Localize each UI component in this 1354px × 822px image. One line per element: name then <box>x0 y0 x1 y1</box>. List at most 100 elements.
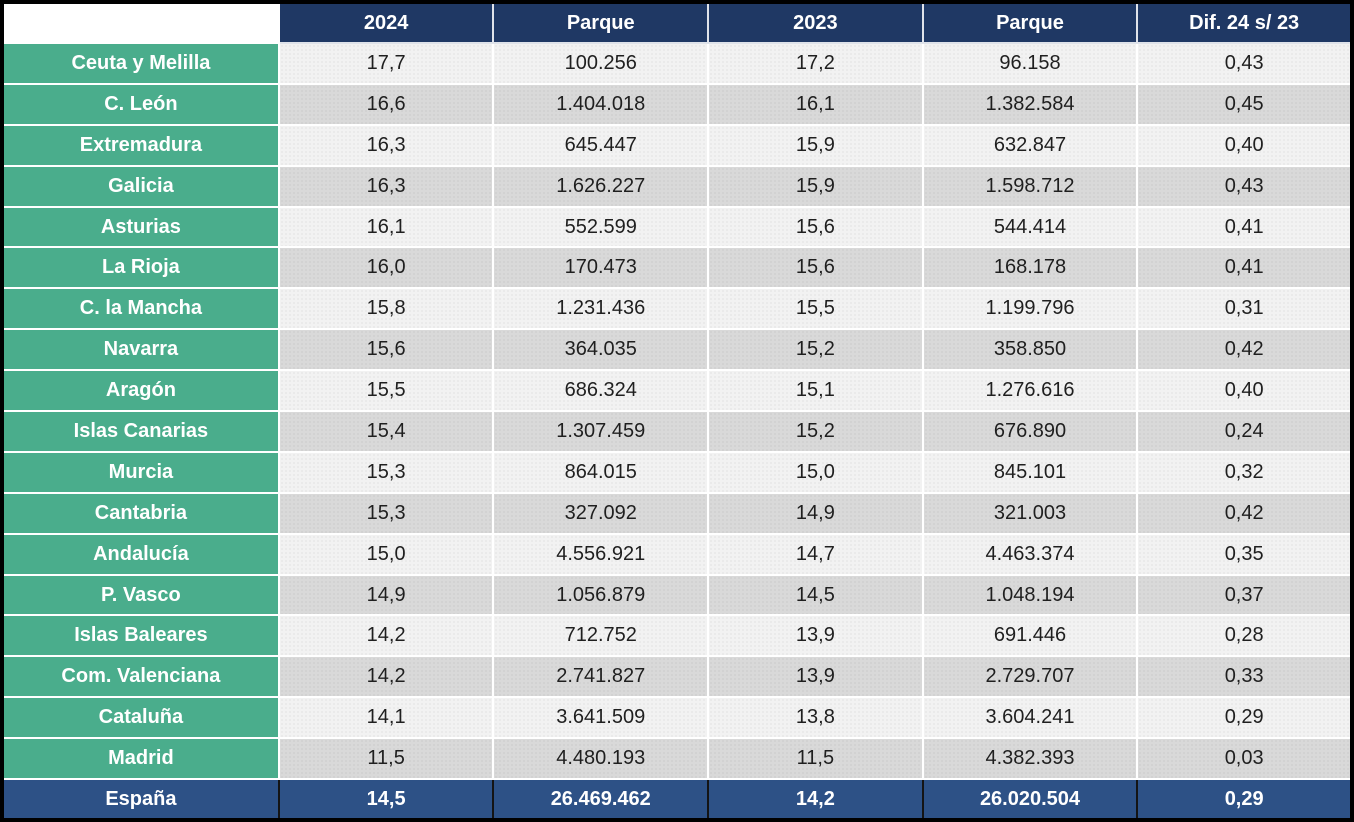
dif-cell: 0,40 <box>1136 123 1353 167</box>
parque-2024-cell: 4.480.193 <box>492 737 710 781</box>
rate-2023-cell: 14,9 <box>707 491 924 535</box>
region-cell: Islas Canarias <box>1 410 280 453</box>
parque-2023-cell: 632.847 <box>921 123 1139 167</box>
rate-2024-cell: 14,1 <box>277 696 495 740</box>
rate-2023-cell: 15,9 <box>707 123 924 167</box>
rate-2023-cell: 14,7 <box>707 532 924 576</box>
rate-2024-cell: 15,8 <box>277 287 495 331</box>
rate-2023-cell: 15,2 <box>707 328 924 372</box>
table-row: Islas Canarias 15,4 1.307.459 15,2 676.890 0,… <box>1 410 1353 453</box>
table-row: Extremadura 16,3 645.447 15,9 632.847 0,40 <box>1 123 1353 167</box>
corner-cell <box>1 1 280 44</box>
parque-2024-cell: 552.599 <box>492 205 710 249</box>
region-cell: Cantabria <box>1 491 280 535</box>
parque-2024-cell: 1.231.436 <box>492 287 710 331</box>
region-cell: Asturias <box>1 205 280 249</box>
rate-2023-cell: 11,5 <box>707 737 924 781</box>
rate-2024-cell: 15,6 <box>277 328 495 372</box>
rate-2023-cell: 15,6 <box>707 205 924 249</box>
rate-2024-cell: 15,3 <box>277 491 495 535</box>
parque-2024-cell: 4.556.921 <box>492 532 710 576</box>
rate-2024-cell: 16,0 <box>277 246 495 290</box>
parque-2024-cell: 1.404.018 <box>492 82 710 126</box>
dif-cell: 0,29 <box>1136 696 1353 740</box>
dif-cell: 0,45 <box>1136 82 1353 126</box>
table-row: Navarra 15,6 364.035 15,2 358.850 0,42 <box>1 328 1353 372</box>
rate-2023-cell: 16,1 <box>707 82 924 126</box>
dif-cell: 0,43 <box>1136 42 1353 85</box>
rate-2024-cell: 16,3 <box>277 164 495 208</box>
rate-2023-cell: 15,5 <box>707 287 924 331</box>
table-row: Cantabria 15,3 327.092 14,9 321.003 0,42 <box>1 491 1353 535</box>
rate-2023-cell: 13,9 <box>707 614 924 658</box>
parque-2024-cell: 1.626.227 <box>492 164 710 208</box>
rate-2023-cell: 15,2 <box>707 410 924 453</box>
rate-2023-cell: 15,6 <box>707 246 924 290</box>
total-dif-cell: 0,29 <box>1136 778 1353 822</box>
parque-2024-cell: 686.324 <box>492 369 710 413</box>
rate-2024-cell: 14,9 <box>277 573 495 617</box>
parque-2024-cell: 2.741.827 <box>492 655 710 699</box>
total-rate-2023-cell: 14,2 <box>707 778 924 822</box>
region-cell: P. Vasco <box>1 573 280 617</box>
parque-2023-cell: 321.003 <box>921 491 1139 535</box>
rate-2024-cell: 15,5 <box>277 369 495 413</box>
rate-2024-cell: 15,4 <box>277 410 495 453</box>
region-cell: Islas Baleares <box>1 614 280 658</box>
table-row: C. la Mancha 15,8 1.231.436 15,5 1.199.796 0,… <box>1 287 1353 331</box>
dif-cell: 0,41 <box>1136 205 1353 249</box>
parque-2023-cell: 1.048.194 <box>921 573 1139 617</box>
table-row: Andalucía 15,0 4.556.921 14,7 4.463.374 0,35 <box>1 532 1353 576</box>
dif-cell: 0,40 <box>1136 369 1353 413</box>
parque-2024-cell: 864.015 <box>492 450 710 494</box>
col-header-parque-2024: Parque <box>492 1 710 44</box>
rate-2023-cell: 17,2 <box>707 42 924 85</box>
table-row: Aragón 15,5 686.324 15,1 1.276.616 0,40 <box>1 369 1353 413</box>
region-cell: Com. Valenciana <box>1 655 280 699</box>
dif-cell: 0,24 <box>1136 410 1353 453</box>
parque-2023-cell: 691.446 <box>921 614 1139 658</box>
rate-2024-cell: 16,1 <box>277 205 495 249</box>
parque-2023-cell: 358.850 <box>921 328 1139 372</box>
dif-cell: 0,43 <box>1136 164 1353 208</box>
region-cell: Navarra <box>1 328 280 372</box>
table-body: Ceuta y Melilla 17,7 100.256 17,2 96.158 0,43… <box>1 42 1353 781</box>
parque-2024-cell: 364.035 <box>492 328 710 372</box>
region-cell: Madrid <box>1 737 280 781</box>
parque-2023-cell: 1.199.796 <box>921 287 1139 331</box>
parque-2024-cell: 170.473 <box>492 246 710 290</box>
rate-2023-cell: 15,1 <box>707 369 924 413</box>
header-row: 2024 Parque 2023 Parque Dif. 24 s/ 23 <box>1 1 1353 44</box>
dif-cell: 0,33 <box>1136 655 1353 699</box>
parque-2023-cell: 1.598.712 <box>921 164 1139 208</box>
table-row: Cataluña 14,1 3.641.509 13,8 3.604.241 0,29 <box>1 696 1353 740</box>
region-cell: Murcia <box>1 450 280 494</box>
table-row: Asturias 16,1 552.599 15,6 544.414 0,41 <box>1 205 1353 249</box>
region-cell: C. León <box>1 82 280 126</box>
dif-cell: 0,03 <box>1136 737 1353 781</box>
parque-2023-cell: 4.463.374 <box>921 532 1139 576</box>
rate-2023-cell: 13,9 <box>707 655 924 699</box>
total-row: España 14,5 26.469.462 14,2 26.020.504 0… <box>1 778 1353 822</box>
rate-2024-cell: 11,5 <box>277 737 495 781</box>
total-rate-2024-cell: 14,5 <box>277 778 495 822</box>
col-header-2024: 2024 <box>277 1 495 44</box>
table-row: P. Vasco 14,9 1.056.879 14,5 1.048.194 0,37 <box>1 573 1353 617</box>
rate-2023-cell: 13,8 <box>707 696 924 740</box>
rate-2023-cell: 15,9 <box>707 164 924 208</box>
parque-2023-cell: 4.382.393 <box>921 737 1139 781</box>
parque-2023-cell: 168.178 <box>921 246 1139 290</box>
parque-2023-cell: 676.890 <box>921 410 1139 453</box>
dif-cell: 0,28 <box>1136 614 1353 658</box>
dif-cell: 0,42 <box>1136 491 1353 535</box>
region-cell: Andalucía <box>1 532 280 576</box>
dif-cell: 0,41 <box>1136 246 1353 290</box>
parque-2024-cell: 712.752 <box>492 614 710 658</box>
region-cell: Ceuta y Melilla <box>1 42 280 85</box>
rate-2024-cell: 15,3 <box>277 450 495 494</box>
region-cell: Galicia <box>1 164 280 208</box>
parque-2023-cell: 1.382.584 <box>921 82 1139 126</box>
rate-2024-cell: 16,6 <box>277 82 495 126</box>
dif-cell: 0,42 <box>1136 328 1353 372</box>
table-row: Murcia 15,3 864.015 15,0 845.101 0,32 <box>1 450 1353 494</box>
